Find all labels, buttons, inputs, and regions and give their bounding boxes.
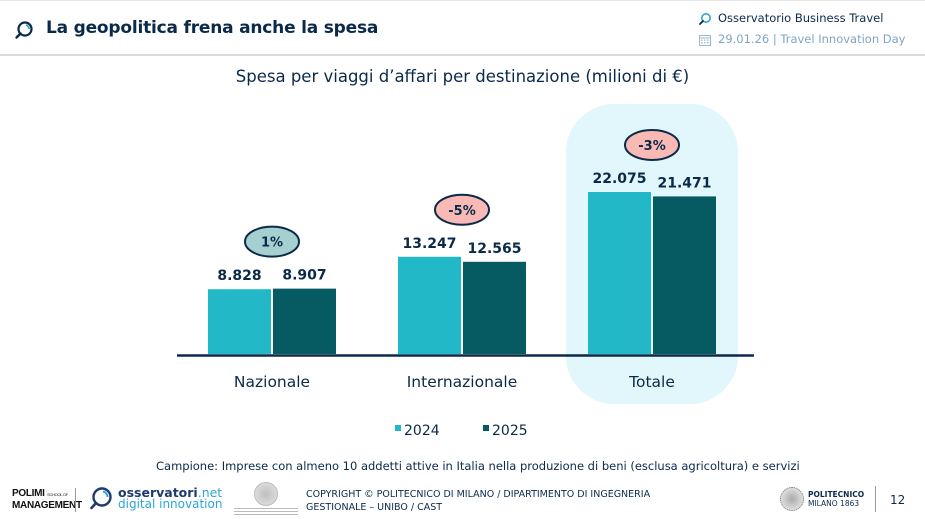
bar-2025-internazionale [463,261,526,354]
legend-label-2024: 2024 [404,423,440,439]
data-label: 12.565 [467,241,521,257]
copyright-line1: COPYRIGHT © POLITECNICO DI MILANO / DIPA… [306,489,651,500]
event-text: 29.01.26 | Travel Innovation Day [718,32,906,46]
copyright-line2: GESTIONALE – UNIBO / CAST [306,502,443,513]
search-logo-icon [699,13,711,25]
unibo-logo-text [234,508,298,517]
politecnico-city: MILANO 1863 [808,499,860,508]
data-label: 8.828 [217,268,261,284]
politecnico-seal-logo [780,487,804,511]
osservatori-logo-icon [90,487,112,510]
page-number: 12 [890,493,906,507]
bar-2025-nazionale [273,288,336,354]
legend-label-2025: 2025 [492,423,528,439]
bar-2025-totale [653,196,716,354]
copyright: COPYRIGHT © POLITECNICO DI MILANO / DIPA… [306,488,650,514]
search-logo-icon [15,21,33,39]
category-label: Nazionale [234,373,310,391]
polimi-logo: POLIMI SCHOOL OF MANAGEMENT [12,488,82,511]
header-bar: La geopolitica frena anche la spesa Osse… [0,0,925,56]
bar-2024-internazionale [398,256,461,354]
osservatori-tagline: digital innovation [118,497,223,511]
sample-note: Campione: Imprese con almeno 10 addetti … [156,459,800,473]
change-badge [434,193,490,226]
category-label: Internazionale [407,373,518,391]
divider [875,486,876,512]
change-label: -5% [448,204,475,219]
data-label: 21.471 [657,175,711,191]
osservatori-name: osservatori.net [118,486,222,499]
data-label: 13.247 [402,236,456,252]
legend-swatch-2024 [395,425,401,431]
politecnico-name: POLITECNICO [808,490,865,499]
polimi-line2: MANAGEMENT [12,500,82,511]
change-label: 1% [261,236,283,251]
observatory-name: Osservatorio Business Travel [718,11,884,25]
osservatori-tld: .net [197,485,223,500]
data-label: 22.075 [592,171,646,187]
page-title: La geopolitica frena anche la spesa [46,18,379,38]
divider [75,488,76,512]
bar-2024-totale [588,192,651,354]
change-label: -3% [638,139,665,154]
osservatori-word: osservatori [118,485,198,500]
legend-swatch-2025 [483,425,489,431]
change-badge [244,225,300,258]
chart-title: Spesa per viaggi d’affari per destinazio… [235,67,690,86]
change-badge [624,129,680,161]
calendar-icon [699,35,711,46]
polimi-line1: POLIMI [12,488,45,499]
category-label: Totale [628,373,675,391]
polimi-small: SCHOOL OF [47,492,68,497]
unibo-seal-logo [254,482,278,506]
bar-chart: 8.828 8.907 Nazionale 1% 13.247 12.565 Interna… [177,104,754,439]
bar-2024-nazionale [208,289,271,354]
data-label: 8.907 [282,268,326,284]
